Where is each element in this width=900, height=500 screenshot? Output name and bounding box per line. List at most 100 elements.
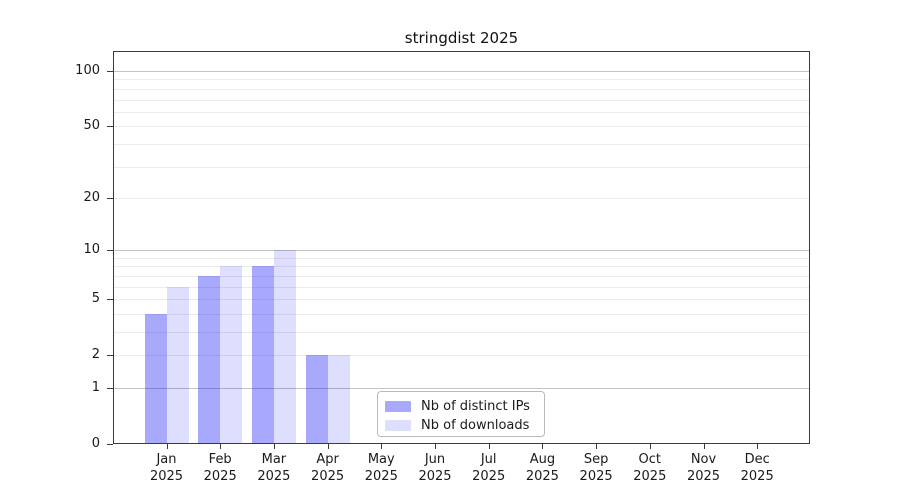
legend-label-distinct-ips: Nb of distinct IPs	[421, 399, 530, 414]
y-tick-label: 10	[83, 242, 100, 258]
x-tick-year: 2025	[579, 469, 613, 484]
x-tick-label: Mar 2025	[242, 451, 306, 485]
x-tick-label: Jan 2025	[135, 451, 199, 485]
x-tick-month: Sep	[583, 452, 609, 467]
x-tick-year: 2025	[686, 469, 721, 484]
gridline-20	[113, 197, 810, 199]
gridline-90	[113, 79, 810, 81]
x-tick-year: 2025	[149, 469, 184, 484]
gridline-9	[113, 257, 810, 259]
x-tick-year: 2025	[257, 469, 291, 484]
x-tick-mark-dec	[757, 444, 759, 449]
x-tick-month: Feb	[208, 452, 232, 467]
x-tick-month: Nov	[690, 452, 717, 467]
gridline-1	[113, 388, 810, 389]
x-tick-mark-apr	[327, 444, 329, 449]
x-tick-label: Feb 2025	[188, 451, 252, 485]
x-tick-year: 2025	[311, 469, 345, 484]
x-tick-year: 2025	[472, 469, 506, 484]
gridline-8	[113, 266, 810, 268]
bar-nb-of-distinct-ips-apr	[305, 355, 328, 443]
x-tick-label: Jul 2025	[457, 451, 521, 485]
x-tick-label: May 2025	[349, 451, 413, 485]
y-tick-label: 20	[83, 189, 100, 205]
x-tick-year: 2025	[740, 469, 774, 484]
x-tick-year: 2025	[203, 469, 237, 484]
x-tick-label: Sep 2025	[564, 451, 628, 485]
x-tick-label: Dec 2025	[725, 451, 789, 485]
y-tick-mark-10	[107, 250, 113, 252]
legend-item-downloads: Nb of downloads	[385, 416, 536, 435]
bar-nb-of-downloads-mar	[273, 250, 296, 443]
x-tick-month: May	[367, 452, 395, 467]
x-tick-mark-jan	[166, 444, 168, 449]
x-tick-year: 2025	[633, 469, 667, 484]
x-tick-mark-may	[381, 444, 383, 449]
x-tick-mark-sep	[596, 444, 598, 449]
x-tick-mark-aug	[542, 444, 544, 449]
x-tick-year: 2025	[418, 469, 452, 484]
x-tick-month: Jul	[480, 452, 497, 467]
gridline-3	[113, 332, 810, 333]
gridline-2	[113, 355, 810, 357]
bar-nb-of-downloads-apr	[327, 355, 350, 443]
y-tick-label: 50	[83, 118, 100, 134]
legend: Nb of distinct IPs Nb of downloads	[377, 391, 545, 437]
y-tick-mark-0	[107, 444, 113, 445]
y-tick-mark-20	[107, 197, 113, 199]
plot-area: Nb of distinct IPs Nb of downloads	[113, 51, 810, 444]
x-tick-month: Oct	[638, 452, 662, 467]
y-tick-label: 2	[91, 347, 100, 363]
x-tick-mark-oct	[649, 444, 651, 449]
gridline-6	[113, 286, 810, 288]
legend-item-distinct-ips: Nb of distinct IPs	[385, 397, 536, 416]
bar-nb-of-distinct-ips-jan	[144, 313, 167, 443]
gridline-80	[113, 88, 810, 90]
x-tick-month: Jan	[156, 452, 177, 467]
gridline-100	[113, 71, 810, 72]
y-tick-label: 0	[91, 436, 100, 451]
bar-nb-of-distinct-ips-feb	[198, 275, 221, 443]
bar-nb-of-downloads-feb	[220, 266, 243, 443]
legend-swatch-distinct-ips	[385, 401, 411, 412]
y-tick-mark-100	[107, 71, 113, 72]
x-tick-label: Aug 2025	[510, 451, 574, 485]
x-tick-mark-nov	[703, 444, 705, 449]
x-tick-mark-mar	[273, 444, 275, 449]
gridline-60	[113, 111, 810, 113]
y-tick-label: 100	[75, 63, 100, 78]
x-tick-year: 2025	[525, 469, 559, 484]
x-tick-month: Aug	[529, 452, 556, 467]
x-tick-year: 2025	[364, 469, 398, 484]
gridline-70	[113, 99, 810, 101]
legend-swatch-downloads	[385, 420, 411, 431]
x-tick-month: Apr	[316, 452, 339, 467]
x-tick-month: Dec	[744, 452, 770, 467]
x-tick-mark-jul	[488, 444, 490, 449]
x-tick-mark-feb	[220, 444, 222, 449]
gridline-4	[113, 313, 810, 315]
y-tick-label: 5	[91, 291, 100, 307]
bar-nb-of-distinct-ips-mar	[251, 266, 274, 443]
y-tick-mark-1	[107, 388, 113, 389]
x-tick-month: Mar	[261, 452, 287, 467]
gridline-10	[113, 250, 810, 252]
y-tick-label: 1	[91, 380, 100, 395]
chart-title: stringdist 2025	[404, 29, 519, 47]
legend-label-downloads: Nb of downloads	[421, 418, 530, 433]
x-tick-mark-jun	[435, 444, 436, 449]
gridline-5	[113, 299, 810, 301]
x-tick-label: Jun 2025	[403, 451, 467, 485]
y-tick-mark-5	[107, 299, 113, 301]
gridline-40	[113, 143, 810, 145]
x-tick-label: Oct 2025	[618, 451, 682, 485]
y-tick-mark-50	[107, 126, 113, 128]
x-tick-month: Jun	[424, 452, 446, 467]
gridline-7	[113, 275, 810, 277]
bar-nb-of-downloads-jan	[166, 286, 189, 443]
gridline-50	[113, 126, 810, 128]
gridline-30	[113, 166, 810, 168]
x-tick-label: Apr 2025	[296, 451, 360, 485]
y-tick-mark-2	[107, 355, 113, 357]
